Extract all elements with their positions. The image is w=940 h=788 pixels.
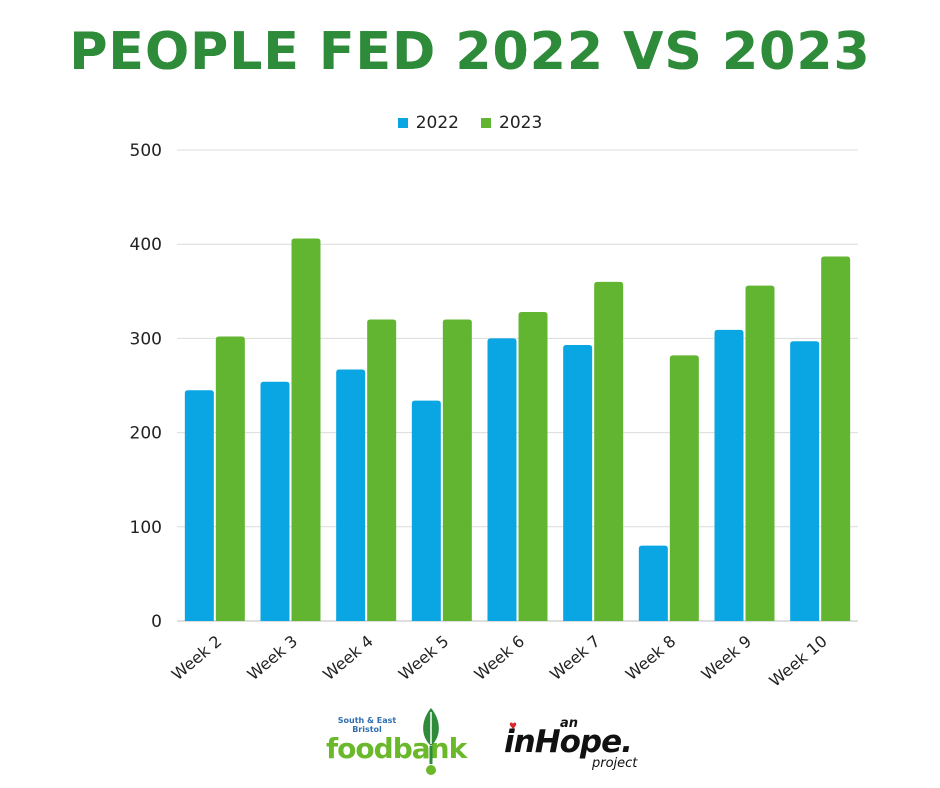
legend-swatch-2022 xyxy=(397,118,408,128)
inhope-logo: ♥ an inHope. project xyxy=(500,716,650,776)
bar-2023 xyxy=(821,256,851,621)
y-tick-label: 0 xyxy=(151,612,162,632)
bar-2023 xyxy=(594,281,624,621)
foodbank-logo-subtitle: South & East Bristol xyxy=(332,716,402,734)
bar-2023 xyxy=(291,238,321,621)
legend-label-2023: 2023 xyxy=(499,113,543,133)
x-tick-label: Week 10 xyxy=(765,632,830,691)
legend-label-2022: 2022 xyxy=(415,113,459,133)
bar-2023 xyxy=(367,319,397,621)
bar-2022 xyxy=(487,338,517,621)
legend-item-2023: 2023 xyxy=(481,113,542,133)
bar-2023 xyxy=(745,285,775,621)
bar-2022 xyxy=(260,381,290,621)
x-tick-label: Week 7 xyxy=(546,632,603,685)
x-tick-label: Week 9 xyxy=(698,632,755,685)
bar-2022 xyxy=(790,341,820,621)
bar-2023 xyxy=(518,312,548,621)
inhope-logo-an: an xyxy=(560,716,579,731)
x-tick-label: Week 3 xyxy=(244,632,301,685)
foodbank-logo-line2: Bristol xyxy=(352,725,382,734)
inhope-logo-word: inHope. xyxy=(504,724,633,760)
y-tick-label: 400 xyxy=(130,235,162,255)
heart-icon: ♥ xyxy=(509,722,518,732)
foodbank-logo-line1: South & East xyxy=(337,716,397,725)
legend-swatch-2023 xyxy=(481,118,491,128)
inhope-logo-project: project xyxy=(592,756,638,771)
x-tick-label: Week 5 xyxy=(395,632,452,685)
x-tick-label: Week 8 xyxy=(622,632,679,685)
bar-2023 xyxy=(442,319,472,621)
x-tick-label: Week 4 xyxy=(319,632,376,685)
bar-2022 xyxy=(184,390,214,621)
chart-legend: 2022 2023 xyxy=(0,113,940,133)
bar-2022 xyxy=(336,369,366,621)
legend-item-2022: 2022 xyxy=(397,113,459,133)
bar-2023 xyxy=(669,355,699,621)
leaf-drop-icon xyxy=(423,708,439,775)
bar-2022 xyxy=(714,329,744,621)
chart-title: PEOPLE FED 2022 VS 2023 xyxy=(69,22,871,82)
y-tick-label: 300 xyxy=(130,329,162,349)
foodbank-logo: South & East Bristol foodbank xyxy=(322,706,467,780)
y-tick-label: 500 xyxy=(130,141,162,161)
x-tick-label: Week 2 xyxy=(168,632,225,685)
y-tick-label: 100 xyxy=(130,518,162,538)
bar-2023 xyxy=(215,336,245,621)
bar-2022 xyxy=(638,545,668,621)
bar-2022 xyxy=(411,400,441,621)
x-tick-label: Week 6 xyxy=(471,632,528,685)
y-tick-label: 200 xyxy=(130,424,162,444)
bar-2022 xyxy=(563,344,593,621)
foodbank-logo-word: foodbank xyxy=(326,732,467,765)
